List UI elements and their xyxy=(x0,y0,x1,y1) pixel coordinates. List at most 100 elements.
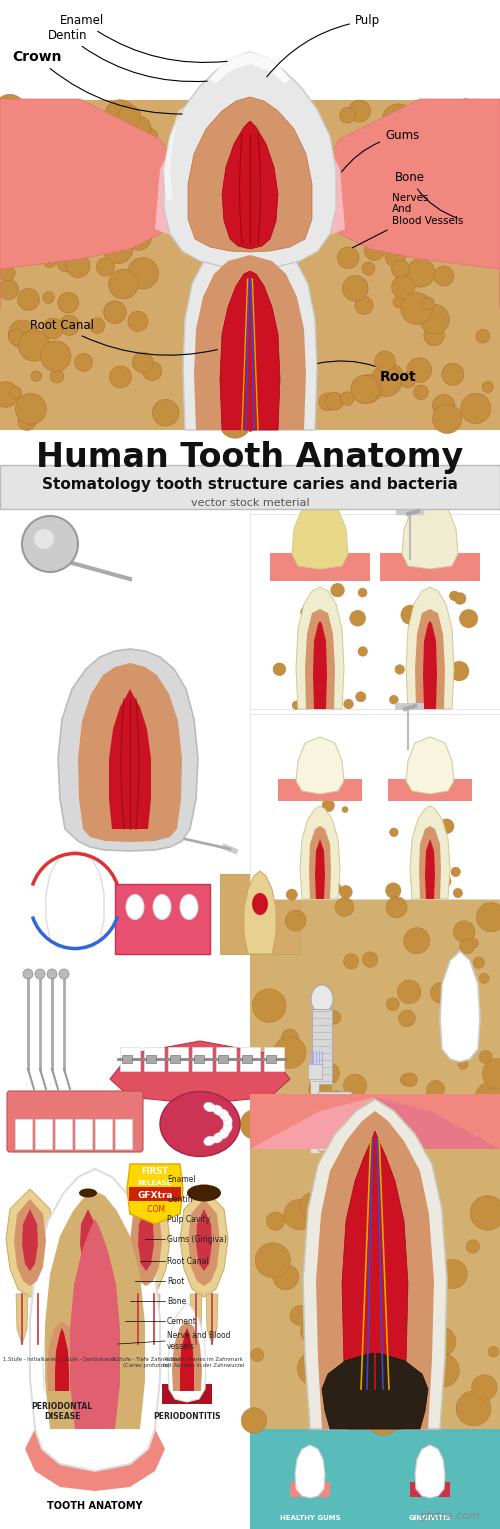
Circle shape xyxy=(479,1050,492,1064)
Circle shape xyxy=(318,673,326,682)
Circle shape xyxy=(393,297,404,307)
Polygon shape xyxy=(138,1209,154,1271)
Circle shape xyxy=(344,1075,366,1098)
Polygon shape xyxy=(309,826,331,899)
Circle shape xyxy=(389,188,402,202)
Circle shape xyxy=(439,222,470,252)
Polygon shape xyxy=(188,96,312,252)
Polygon shape xyxy=(402,498,458,569)
Bar xyxy=(95,1119,112,1148)
Circle shape xyxy=(438,875,451,887)
Text: FIRST: FIRST xyxy=(142,1167,169,1176)
Circle shape xyxy=(340,107,355,122)
Circle shape xyxy=(280,396,312,427)
Circle shape xyxy=(393,1102,411,1121)
Circle shape xyxy=(475,1081,500,1116)
Circle shape xyxy=(420,636,430,647)
Text: 2.Stufe - Dentinkaries: 2.Stufe - Dentinkaries xyxy=(59,1358,117,1362)
Circle shape xyxy=(350,610,366,625)
Polygon shape xyxy=(375,1096,500,1148)
Circle shape xyxy=(104,301,126,324)
Circle shape xyxy=(392,260,409,278)
Circle shape xyxy=(472,109,492,128)
Circle shape xyxy=(47,969,57,979)
Circle shape xyxy=(439,820,454,833)
Text: RELEASE: RELEASE xyxy=(138,1180,172,1187)
Bar xyxy=(240,1047,260,1070)
Polygon shape xyxy=(415,1445,445,1498)
Circle shape xyxy=(414,884,428,898)
Polygon shape xyxy=(163,107,183,200)
Bar xyxy=(250,1095,500,1148)
Circle shape xyxy=(400,372,415,388)
Ellipse shape xyxy=(212,1105,224,1115)
Bar xyxy=(270,553,370,581)
FancyBboxPatch shape xyxy=(7,1092,143,1151)
Circle shape xyxy=(8,320,36,347)
Bar xyxy=(0,0,500,430)
Text: Gums: Gums xyxy=(342,128,419,171)
Circle shape xyxy=(390,1098,412,1121)
Bar xyxy=(266,1055,276,1063)
Polygon shape xyxy=(70,1219,120,1430)
Circle shape xyxy=(292,700,300,709)
Circle shape xyxy=(398,1347,423,1372)
Ellipse shape xyxy=(79,1188,97,1197)
Circle shape xyxy=(346,1173,366,1193)
Circle shape xyxy=(410,1277,431,1297)
Circle shape xyxy=(0,265,15,281)
Bar xyxy=(264,1047,284,1070)
Circle shape xyxy=(324,1090,349,1116)
Circle shape xyxy=(390,696,398,703)
Circle shape xyxy=(2,217,32,248)
Ellipse shape xyxy=(310,498,330,511)
Circle shape xyxy=(250,1349,264,1361)
Circle shape xyxy=(118,106,141,128)
Circle shape xyxy=(362,1323,396,1358)
Polygon shape xyxy=(78,664,182,842)
Ellipse shape xyxy=(180,894,198,919)
Circle shape xyxy=(432,404,462,433)
Circle shape xyxy=(482,381,494,393)
Circle shape xyxy=(428,125,442,141)
Polygon shape xyxy=(47,1321,77,1391)
Polygon shape xyxy=(14,1199,46,1286)
Polygon shape xyxy=(450,954,470,965)
Ellipse shape xyxy=(204,1102,216,1112)
Circle shape xyxy=(360,1402,372,1414)
Bar xyxy=(0,465,500,509)
Circle shape xyxy=(401,605,420,624)
Circle shape xyxy=(412,679,426,693)
Text: Nerve and Blood
vessels: Nerve and Blood vessels xyxy=(167,1332,230,1350)
Text: 1.Stufe - Initialkaries: 1.Stufe - Initialkaries xyxy=(2,1358,58,1362)
Polygon shape xyxy=(342,1131,408,1430)
Polygon shape xyxy=(164,52,336,269)
Circle shape xyxy=(354,375,382,404)
Text: GINGIVITIS: GINGIVITIS xyxy=(408,1515,452,1521)
Circle shape xyxy=(360,1167,393,1200)
Bar xyxy=(192,1047,212,1070)
Text: Human Tooth Anatomy: Human Tooth Anatomy xyxy=(36,440,464,474)
Circle shape xyxy=(18,289,40,310)
Circle shape xyxy=(449,153,462,165)
Ellipse shape xyxy=(220,1127,229,1139)
Ellipse shape xyxy=(220,1110,229,1121)
Circle shape xyxy=(59,127,70,138)
Polygon shape xyxy=(180,1329,194,1391)
Circle shape xyxy=(386,998,400,1011)
Text: Dentin: Dentin xyxy=(48,29,207,81)
Circle shape xyxy=(394,242,407,255)
Polygon shape xyxy=(296,737,344,794)
Circle shape xyxy=(386,896,407,917)
Polygon shape xyxy=(58,648,198,852)
Circle shape xyxy=(331,584,344,596)
Polygon shape xyxy=(220,271,280,430)
Circle shape xyxy=(8,329,25,346)
Circle shape xyxy=(326,393,344,410)
Polygon shape xyxy=(155,115,210,239)
Circle shape xyxy=(112,202,130,220)
Circle shape xyxy=(103,234,133,263)
Polygon shape xyxy=(122,1190,170,1297)
Polygon shape xyxy=(55,1329,69,1391)
Circle shape xyxy=(456,1391,491,1427)
